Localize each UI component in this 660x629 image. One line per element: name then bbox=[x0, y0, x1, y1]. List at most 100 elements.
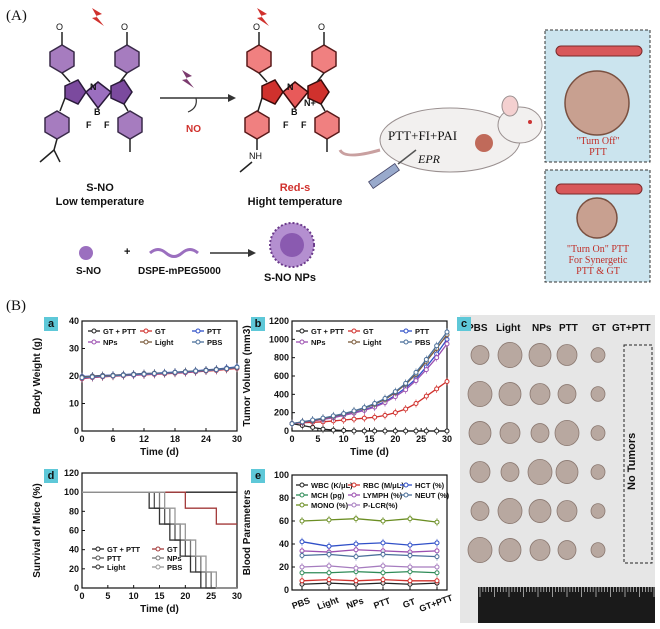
data-point bbox=[444, 428, 450, 434]
y-tick-label: 20 bbox=[69, 371, 79, 381]
x-tick-label: 5 bbox=[315, 434, 320, 444]
tumor-sample bbox=[590, 425, 606, 441]
x-tick-label: 30 bbox=[232, 434, 242, 444]
tumor-sample bbox=[470, 501, 490, 521]
series-line bbox=[301, 541, 438, 547]
atom-label: F bbox=[86, 120, 92, 130]
x-tick-label: GT bbox=[401, 596, 417, 610]
tumor-sample bbox=[467, 381, 493, 408]
legend-marker bbox=[95, 564, 101, 570]
tumor-sample bbox=[530, 423, 550, 443]
legend-marker bbox=[403, 339, 409, 345]
data-point bbox=[353, 516, 359, 522]
legend-marker bbox=[351, 492, 357, 498]
y-tick-label: 20 bbox=[279, 562, 289, 572]
no-label: NO bbox=[186, 124, 201, 135]
x-tick-label: GT+PTT bbox=[418, 592, 455, 613]
y-tick-label: 60 bbox=[279, 516, 289, 526]
turn-off-box bbox=[544, 29, 651, 163]
tumor-sample bbox=[467, 536, 493, 563]
legend-label: P-LCR(%) bbox=[363, 501, 398, 510]
no-tumors-wrap: No Tumors bbox=[622, 398, 642, 498]
data-point bbox=[341, 411, 347, 417]
data-point bbox=[151, 371, 157, 377]
chart-body-weight: 0 10 20 30 40 0 6 12 18 24 30 Time (d) Body Weight (… bbox=[32, 316, 242, 458]
x-axis-label: Time (d) bbox=[350, 447, 389, 458]
y-tick-label: 40 bbox=[279, 539, 289, 549]
data-point bbox=[380, 540, 386, 546]
atom-label: NH bbox=[249, 151, 262, 161]
tumor-sample bbox=[590, 542, 606, 558]
x-tick-label: 30 bbox=[232, 591, 242, 601]
y-tick-label: 40 bbox=[69, 545, 79, 555]
data-point bbox=[353, 547, 359, 553]
x-tick-label: 0 bbox=[79, 434, 84, 444]
tumor-sample bbox=[498, 382, 522, 406]
data-point bbox=[392, 410, 398, 416]
series-line bbox=[291, 338, 448, 425]
data-point bbox=[407, 564, 413, 570]
legend-marker bbox=[155, 546, 161, 552]
tumor-sample bbox=[590, 386, 606, 402]
tumor-sample bbox=[529, 539, 551, 561]
x-tick-label: 25 bbox=[206, 591, 216, 601]
data-point bbox=[299, 539, 305, 545]
y-tick-label: 10 bbox=[69, 399, 79, 409]
data-point bbox=[353, 541, 359, 547]
data-point bbox=[172, 369, 178, 375]
x-tick-label: 15 bbox=[364, 434, 374, 444]
panel-tag-b: b bbox=[251, 317, 265, 331]
x-tick-label: 6 bbox=[110, 434, 115, 444]
tumor-sample bbox=[528, 499, 552, 523]
scheme-svg bbox=[39, 8, 651, 283]
data-point bbox=[380, 551, 386, 557]
legend-label: PBS bbox=[167, 563, 182, 572]
data-point bbox=[407, 542, 413, 548]
x-tick-label: 25 bbox=[416, 434, 426, 444]
legend-label: GT bbox=[155, 327, 166, 336]
tumor-sample bbox=[497, 497, 523, 524]
series-line bbox=[82, 491, 237, 589]
nanoparticle-icon bbox=[269, 222, 315, 268]
data-point bbox=[182, 369, 188, 375]
tumor-sample bbox=[557, 540, 577, 560]
legend-label: WBC (K/μL) bbox=[311, 481, 353, 490]
data-point bbox=[382, 428, 388, 434]
series-line bbox=[301, 518, 438, 523]
atom-label: B bbox=[291, 107, 298, 117]
series-line bbox=[301, 578, 437, 582]
reds-molecule bbox=[239, 32, 340, 173]
data-point bbox=[413, 401, 419, 406]
atom-label: N bbox=[90, 82, 97, 92]
series-line bbox=[81, 366, 238, 379]
lightning-icon bbox=[92, 8, 104, 26]
data-point bbox=[361, 405, 367, 411]
data-point bbox=[434, 428, 440, 434]
reds-name: Red-s bbox=[279, 182, 311, 194]
atom-label: O bbox=[318, 22, 326, 32]
plot-frame bbox=[291, 474, 448, 591]
legend-label: LYMPH (%) bbox=[363, 491, 403, 500]
y-tick-label: 0 bbox=[284, 585, 289, 595]
tumor-sample bbox=[590, 464, 606, 480]
x-tick-label: 0 bbox=[79, 591, 84, 601]
polymer-chain-icon bbox=[149, 248, 199, 258]
data-point bbox=[380, 570, 386, 576]
data-point bbox=[434, 548, 440, 554]
atom-label: F bbox=[283, 120, 289, 130]
tumor-sample bbox=[500, 462, 520, 482]
data-point bbox=[162, 370, 168, 376]
data-point bbox=[79, 375, 85, 381]
data-point bbox=[131, 372, 137, 378]
y-tick-label: 600 bbox=[274, 371, 289, 381]
legend-marker bbox=[95, 555, 101, 561]
data-point bbox=[380, 577, 386, 583]
legend-label: PTT bbox=[107, 554, 122, 563]
tumor-sample bbox=[557, 384, 577, 404]
data-point bbox=[434, 343, 440, 349]
series-line bbox=[82, 491, 237, 589]
legend-marker bbox=[143, 339, 149, 345]
data-point bbox=[392, 428, 398, 434]
data-point bbox=[372, 428, 378, 434]
legend-label: GT bbox=[167, 545, 178, 554]
